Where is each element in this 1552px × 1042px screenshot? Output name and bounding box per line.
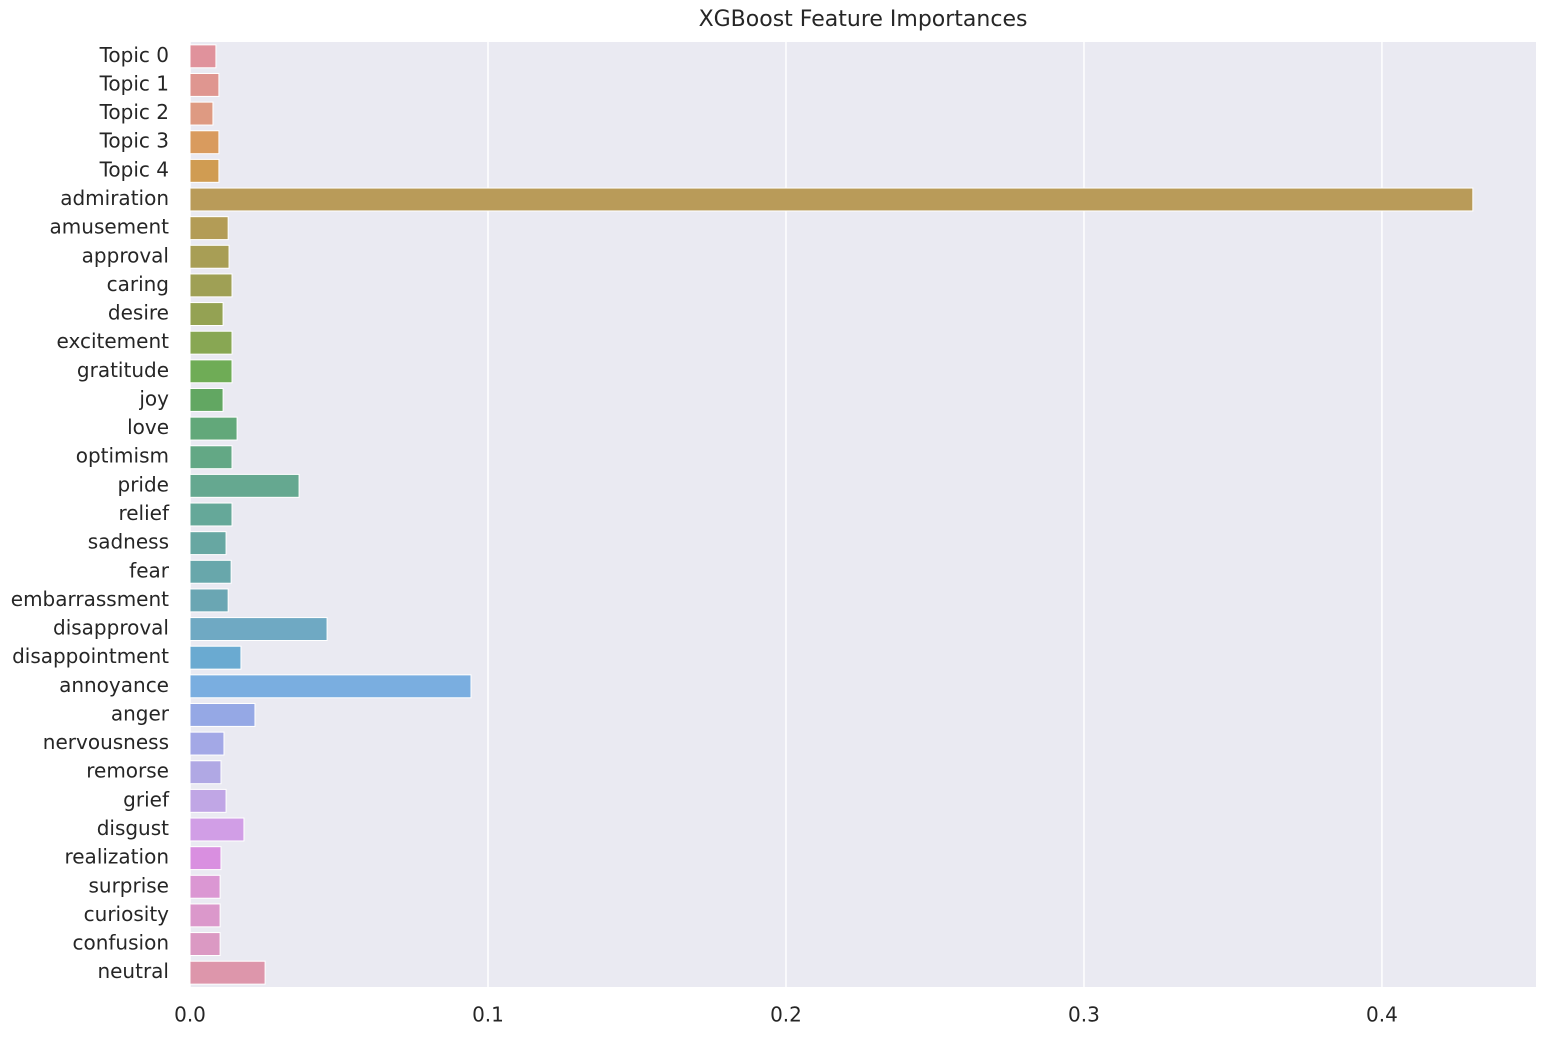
y-tick-label: surprise [88, 873, 169, 897]
bar [189, 302, 224, 327]
y-tick-label: approval [82, 243, 169, 267]
y-tick-label: love [127, 415, 169, 439]
y-tick-label: confusion [72, 931, 169, 955]
y-tick-label: joy [138, 386, 169, 410]
bar [189, 617, 328, 641]
bar [189, 44, 217, 69]
y-tick-label: optimism [76, 444, 169, 468]
x-tick-label: 0.4 [1366, 1003, 1398, 1027]
bar [189, 502, 233, 527]
y-tick-label: embarrassment [11, 587, 169, 611]
bar [189, 731, 225, 756]
y-tick-label: disapproval [53, 616, 169, 640]
y-tick-label: admiration [60, 186, 169, 210]
y-tick-label: relief [118, 501, 170, 525]
y-tick-label: Topic 0 [99, 43, 169, 67]
y-tick-label: Topic 3 [99, 129, 169, 153]
y-tick-label: gratitude [77, 358, 169, 382]
x-tick-label: 0.2 [770, 1003, 802, 1027]
bar [189, 388, 224, 412]
bar [189, 416, 238, 441]
y-tick-label: neutral [97, 959, 169, 983]
y-tick-label: grief [123, 787, 170, 811]
y-tick-label: remorse [86, 759, 169, 783]
y-tick-label: nervousness [43, 730, 169, 754]
y-tick-label: annoyance [59, 673, 169, 697]
bar [189, 445, 233, 470]
y-tick-label: Topic 4 [99, 157, 169, 181]
y-tick-label: amusement [50, 215, 170, 239]
y-tick-label: fear [129, 558, 170, 582]
y-tick-label: anger [111, 701, 170, 725]
bar [189, 244, 230, 269]
bar [189, 760, 222, 785]
y-tick-label: realization [64, 845, 169, 869]
x-tick-label: 0.0 [174, 1003, 206, 1027]
x-tick-label: 0.3 [1068, 1003, 1100, 1027]
y-tick-label: caring [107, 272, 169, 296]
bar [189, 158, 220, 183]
y-tick-label: curiosity [84, 902, 170, 926]
y-tick-label: Topic 2 [99, 100, 169, 124]
bar [189, 903, 221, 928]
bar [189, 703, 256, 727]
y-tick-label: excitement [57, 329, 170, 353]
bar [189, 101, 214, 126]
chart-title: XGBoost Feature Importances [699, 7, 1028, 32]
bar [189, 473, 300, 498]
y-tick-label: sadness [88, 530, 169, 554]
y-tick-label: Topic 1 [99, 71, 169, 95]
bar [189, 359, 233, 384]
bar [189, 273, 233, 298]
bar [189, 73, 220, 97]
bar [189, 187, 1474, 212]
bar [189, 216, 229, 241]
bar [189, 960, 266, 985]
y-tick-label: pride [118, 472, 169, 496]
bar [189, 846, 222, 871]
bar [189, 130, 220, 155]
bar [189, 588, 229, 613]
bar [189, 531, 227, 556]
x-tick-label: 0.1 [472, 1003, 504, 1027]
plot-area [190, 42, 1536, 987]
bar [189, 788, 227, 813]
bar [189, 674, 472, 699]
bar [189, 559, 232, 584]
bar [189, 874, 221, 899]
bar [189, 645, 242, 670]
bar [189, 932, 221, 956]
y-tick-label: disgust [97, 816, 169, 840]
y-tick-label: desire [108, 301, 169, 325]
y-tick-label: disappointment [12, 644, 169, 668]
bar [189, 330, 233, 355]
bar [189, 817, 245, 842]
